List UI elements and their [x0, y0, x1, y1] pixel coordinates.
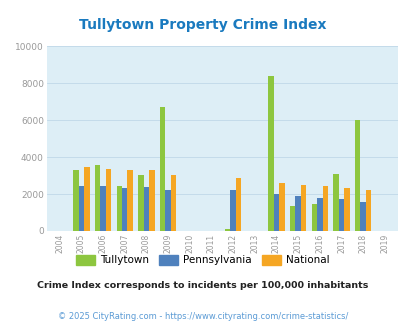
Bar — [79, 186, 84, 231]
Bar — [127, 170, 132, 231]
Bar — [268, 76, 273, 231]
Bar — [273, 194, 279, 231]
Bar — [73, 170, 79, 231]
Bar — [138, 175, 143, 231]
Bar — [360, 202, 365, 231]
Bar — [95, 165, 100, 231]
Text: Tullytown Property Crime Index: Tullytown Property Crime Index — [79, 18, 326, 32]
Bar — [171, 175, 176, 231]
Bar — [224, 229, 230, 231]
Bar — [316, 198, 322, 231]
Bar — [343, 188, 349, 231]
Bar — [322, 186, 327, 231]
Text: © 2025 CityRating.com - https://www.cityrating.com/crime-statistics/: © 2025 CityRating.com - https://www.city… — [58, 312, 347, 321]
Bar — [279, 183, 284, 231]
Bar — [143, 187, 149, 231]
Bar — [295, 196, 300, 231]
Bar — [100, 186, 106, 231]
Bar — [333, 174, 338, 231]
Bar — [106, 169, 111, 231]
Bar — [160, 107, 165, 231]
Bar — [289, 206, 295, 231]
Bar — [84, 167, 89, 231]
Bar — [365, 190, 371, 231]
Bar — [338, 199, 343, 231]
Bar — [165, 190, 171, 231]
Bar — [116, 186, 122, 231]
Text: Crime Index corresponds to incidents per 100,000 inhabitants: Crime Index corresponds to incidents per… — [37, 281, 368, 290]
Bar — [149, 170, 154, 231]
Bar — [300, 185, 305, 231]
Bar — [235, 178, 241, 231]
Bar — [354, 120, 360, 231]
Legend: Tullytown, Pennsylvania, National: Tullytown, Pennsylvania, National — [72, 251, 333, 270]
Bar — [122, 187, 127, 231]
Bar — [311, 204, 316, 231]
Bar — [230, 190, 235, 231]
